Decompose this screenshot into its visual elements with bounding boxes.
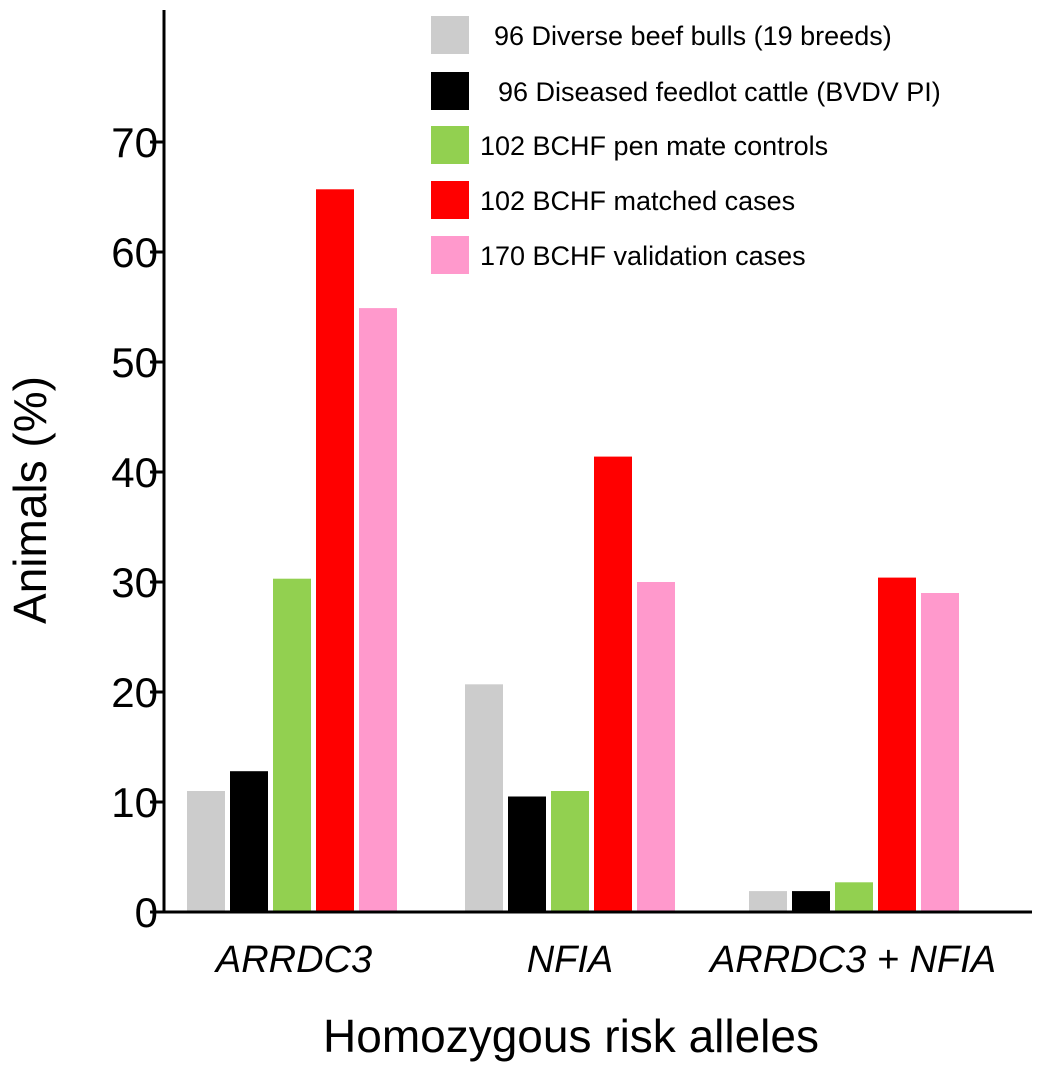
bar: [187, 791, 225, 912]
legend-swatch: [431, 72, 469, 110]
bar: [316, 189, 354, 913]
y-axis-ticks: 0 10 20 30 40 50 60 70: [111, 119, 164, 936]
bar: [921, 593, 959, 912]
bar: [594, 456, 632, 912]
legend-label: 96 Diseased feedlot cattle (BVDV PI): [498, 77, 941, 107]
y-tick-label: 10: [111, 779, 158, 826]
bars-layer: [187, 189, 959, 913]
y-tick-label: 20: [111, 669, 158, 716]
legend-label: 96 Diverse beef bulls (19 breeds): [494, 21, 892, 51]
y-tick-label: 70: [111, 119, 158, 166]
category-labels: ARRDC3 NFIA ARRDC3 + NFIA: [214, 939, 996, 981]
bar: [792, 891, 830, 912]
legend: 96 Diverse beef bulls (19 breeds) 96 Dise…: [431, 16, 941, 274]
bar: [835, 882, 873, 912]
legend-label: 102 BCHF matched cases: [480, 186, 795, 216]
bar: [273, 578, 311, 912]
bar: [878, 577, 916, 912]
legend-swatch: [431, 126, 469, 164]
y-axis-title: Animals (%): [4, 376, 56, 624]
bar: [637, 582, 675, 912]
y-tick-label: 30: [111, 559, 158, 606]
bar: [465, 684, 503, 912]
y-tick-label: 60: [111, 229, 158, 276]
bar: [230, 771, 268, 912]
legend-label: 102 BCHF pen mate controls: [480, 131, 828, 161]
legend-label: 170 BCHF validation cases: [480, 241, 806, 271]
bar: [551, 791, 589, 912]
y-tick-label: 0: [135, 889, 158, 936]
legend-swatch: [431, 16, 469, 54]
y-tick-label: 50: [111, 339, 158, 386]
x-axis-title: Homozygous risk alleles: [323, 1010, 819, 1062]
bar: [508, 796, 546, 912]
bar: [359, 308, 397, 913]
x-category-label: NFIA: [527, 939, 614, 981]
legend-swatch: [431, 236, 469, 274]
bar: [749, 891, 787, 912]
x-category-label: ARRDC3: [214, 939, 372, 981]
legend-swatch: [431, 181, 469, 219]
y-tick-label: 40: [111, 449, 158, 496]
x-category-label: ARRDC3 + NFIA: [708, 939, 996, 981]
